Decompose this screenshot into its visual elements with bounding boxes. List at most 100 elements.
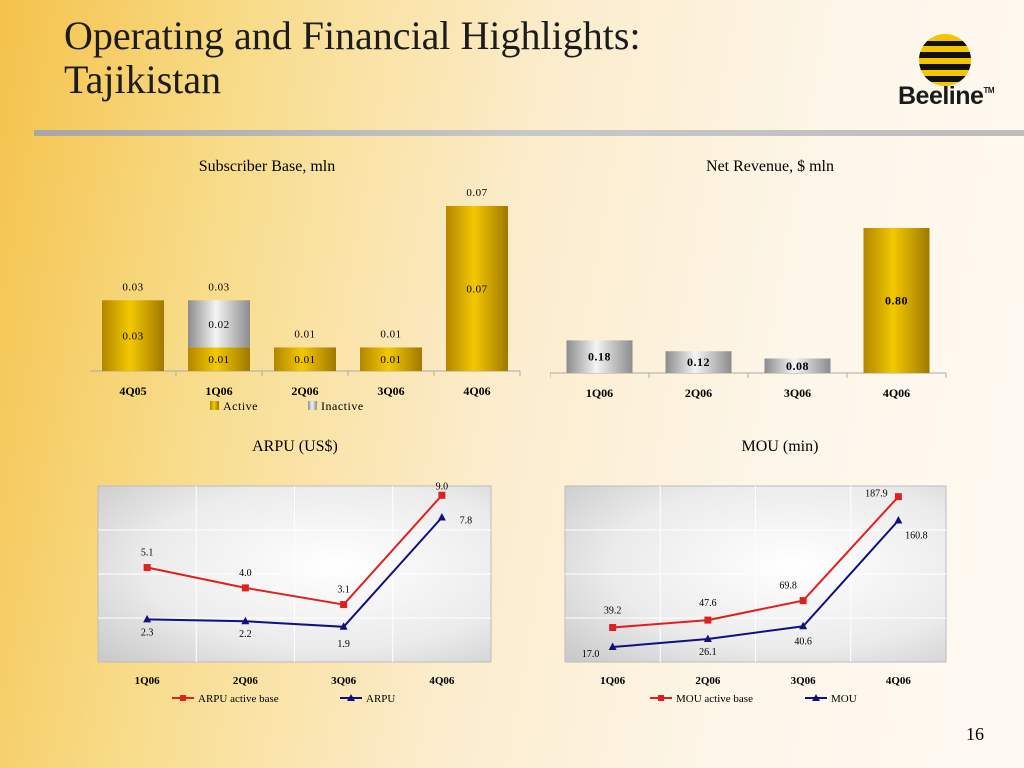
logo-tm: TM [983,86,994,95]
arpu-marker-triangle [241,616,250,625]
subscriber-x-tick-label: 2Q06 [291,384,318,398]
revenue-chart: 0.18 1Q06 0.12 2Q06 0.08 3Q06 0.80 4Q06 [550,228,947,400]
mou-marker-triangle [608,642,617,651]
subscriber-x-tick-label: 3Q06 [377,384,404,398]
arpu-data-label: 7.8 [460,515,473,526]
mou-marker-triangle [703,634,712,643]
arpu-series-line [146,494,443,606]
subscriber-segment-label: 0.03 [122,331,143,343]
subscriber-bar-active [102,300,164,371]
mou-marker-square [894,493,902,501]
subscriber-x-tick-label: 4Q05 [119,384,146,398]
mou-data-label: 187.9 [865,489,888,500]
subscriber-bar-inactive [188,300,250,348]
arpu-data-label: 9.0 [436,481,449,492]
revenue-x-tick-label: 4Q06 [883,386,910,400]
revenue-x-tick-label: 3Q06 [784,386,811,400]
mou-series-line [612,495,900,629]
logo-text: BeelineTM [898,82,994,111]
subscriber-x-tick-label: 1Q06 [205,384,232,398]
subscriber-total-label: 0.01 [294,328,315,340]
revenue-data-label: 0.18 [588,350,611,364]
revenue-data-label: 0.12 [687,355,710,369]
mou-legend-label: MOU active base [676,693,753,705]
mou-chart-title: MOU (min) [741,438,819,455]
slide-title-line2: Tajikistan [64,57,222,102]
mou-legend-marker [812,694,820,701]
arpu-x-tick-label: 3Q06 [331,675,357,687]
legend-swatch-active [210,401,219,410]
mou-marker-square [704,616,712,624]
slide-title: Operating and Financial Highlights: Taji… [64,14,844,102]
subscriber-bar-active [274,347,336,371]
revenue-data-label: 0.80 [885,294,908,308]
subscriber-segment-label: 0.01 [208,354,229,366]
subscriber-bar-active [446,206,508,371]
revenue-bar [764,358,831,373]
subscriber-bar-active [188,347,250,371]
page-number: 16 [966,724,984,744]
mou-series-line [612,519,900,649]
mou-legend-marker [658,695,664,701]
revenue-x-tick-label: 1Q06 [586,386,613,400]
revenue-bar [863,228,930,373]
subscriber-total-label: 0.03 [208,281,229,293]
arpu-legend-label: ARPU active base [198,693,279,705]
arpu-data-label: 3.1 [337,585,350,596]
legend-swatch-inactive [308,401,317,410]
arpu-marker-triangle [437,512,446,521]
arpu-marker-triangle [143,614,152,623]
mou-x-tick-label: 1Q06 [600,675,626,687]
arpu-marker-square [143,564,151,572]
arpu-x-tick-label: 1Q06 [135,675,161,687]
arpu-legend-marker [180,695,186,701]
mou-marker-triangle [894,515,903,524]
legend-label-inactive: Inactive [321,399,364,413]
subscriber-chart: 0.03 0.03 4Q05 0.01 0.02 0.03 1Q06 0.01 0.01 2Q06… [90,187,521,413]
subscriber-segment-label: 0.01 [380,354,401,366]
mou-data-label: 47.6 [699,598,717,609]
arpu-series-line [147,516,443,628]
arpu-data-label: 5.1 [141,548,154,559]
mou-x-tick-label: 2Q06 [695,675,721,687]
mou-data-label: 39.2 [604,606,622,617]
arpu-legend-label: ARPU [366,693,395,705]
mou-data-label: 40.6 [794,636,812,647]
subscriber-x-tick-label: 4Q06 [463,384,490,398]
subscriber-total-label: 0.03 [122,281,143,293]
logo-wordmark: Beeline [898,82,984,110]
arpu-chart-title: ARPU (US$) [252,438,338,455]
beeline-logo-icon [919,34,971,86]
subscriber-segment-label: 0.02 [208,319,229,331]
arpu-x-tick-label: 2Q06 [233,675,259,687]
mou-marker-square [799,597,807,605]
subscriber-total-label: 0.01 [380,328,401,340]
mou-data-label: 17.0 [582,649,600,660]
mou-x-tick-label: 4Q06 [886,675,912,687]
arpu-data-label: 2.3 [141,627,154,638]
subscriber-bar-active [360,347,422,371]
arpu-marker-triangle [339,622,348,630]
revenue-bar [566,340,633,373]
revenue-bar [665,351,732,373]
legend-label-active: Active [223,399,258,413]
revenue-x-tick-label: 2Q06 [685,386,712,400]
revenue-chart-title: Net Revenue, $ mln [706,158,834,175]
arpu-marker-square [241,584,249,592]
arpu-marker-square [340,601,348,609]
slide-title-line1: Operating and Financial Highlights: [64,13,641,58]
mou-marker-triangle [799,621,808,630]
arpu-data-label: 1.9 [337,639,350,650]
mou-x-tick-label: 3Q06 [791,675,817,687]
arpu-legend-marker [347,694,355,701]
arpu-marker-square [438,491,446,499]
arpu-x-tick-label: 4Q06 [429,675,455,687]
mou-data-label: 69.8 [779,581,797,592]
title-divider [34,130,1024,136]
mou-chart: 39.2 47.6 69.8 187.9 17.0 26.1 40.6 160.8 1Q06 2Q… [564,485,947,705]
revenue-data-label: 0.08 [786,359,809,373]
mou-legend-label: MOU [831,693,857,705]
arpu-data-label: 4.0 [239,568,252,579]
mou-data-label: 26.1 [699,647,717,658]
subscriber-total-label: 0.07 [466,187,487,199]
